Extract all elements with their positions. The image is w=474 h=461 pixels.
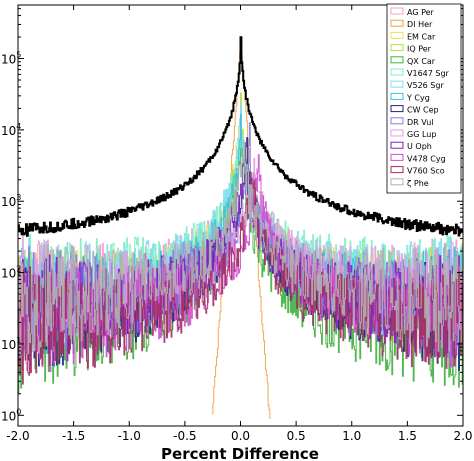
legend-label: GG Lup [407,130,436,139]
legend-swatch [390,117,404,125]
legend-label: DI Her [407,20,433,29]
series-layer [18,49,463,419]
legend-label: DR Vul [407,118,433,127]
legend-swatch [390,129,404,137]
legend-swatch [390,178,404,186]
legend-swatch [390,80,404,88]
legend-swatch [390,19,404,27]
x-tick-label: -1.5 [62,429,85,443]
legend-label: V478 Cyg [407,154,446,163]
legend-label: V1647 Sgr [407,69,450,78]
legend-swatch [390,153,404,161]
legend: AG Per DI Her EM Car IQ Per QX Car V1647 Sgr V… [386,3,462,194]
legend-label: V526 Sgr [407,81,444,90]
legend-swatch [390,141,404,149]
legend-label: Y Cyg [406,93,430,102]
legend-label: IQ Per [407,45,432,54]
x-tick-label: 1.5 [398,429,417,443]
x-tick-label: -1.0 [118,429,141,443]
legend-box [386,3,462,194]
legend-label: ζ Phe [407,179,429,188]
x-axis-title: Percent Difference [161,445,319,461]
x-axis: -2.0 -1.5 -1.0 -0.5 0.0 0.5 1.0 1.5 2.0 [6,5,473,443]
legend-swatch [390,44,404,52]
x-tick-label: 0.5 [287,429,306,443]
combined-line [17,36,464,237]
series-line [18,141,463,358]
x-tick-label: -0.5 [173,429,196,443]
legend-label: AG Per [407,8,435,17]
legend-swatch [390,31,404,39]
legend-swatch [390,56,404,64]
legend-label: EM Car [407,32,436,41]
legend-swatch [390,68,404,76]
combined-layer [17,36,464,237]
legend-swatch [390,105,404,113]
x-tick-label: 1.0 [342,429,361,443]
x-tick-label: 0.0 [231,429,250,443]
legend-label: V760 Sco [407,167,445,176]
legend-swatch [390,7,404,15]
legend-label: QX Car [407,57,436,66]
legend-label: CW Cep [407,106,439,115]
legend-swatch [390,92,404,100]
x-tick-label: -2.0 [6,429,29,443]
legend-label: U Oph [407,142,432,151]
x-tick-label: 2.0 [453,429,472,443]
legend-swatch [390,166,404,174]
